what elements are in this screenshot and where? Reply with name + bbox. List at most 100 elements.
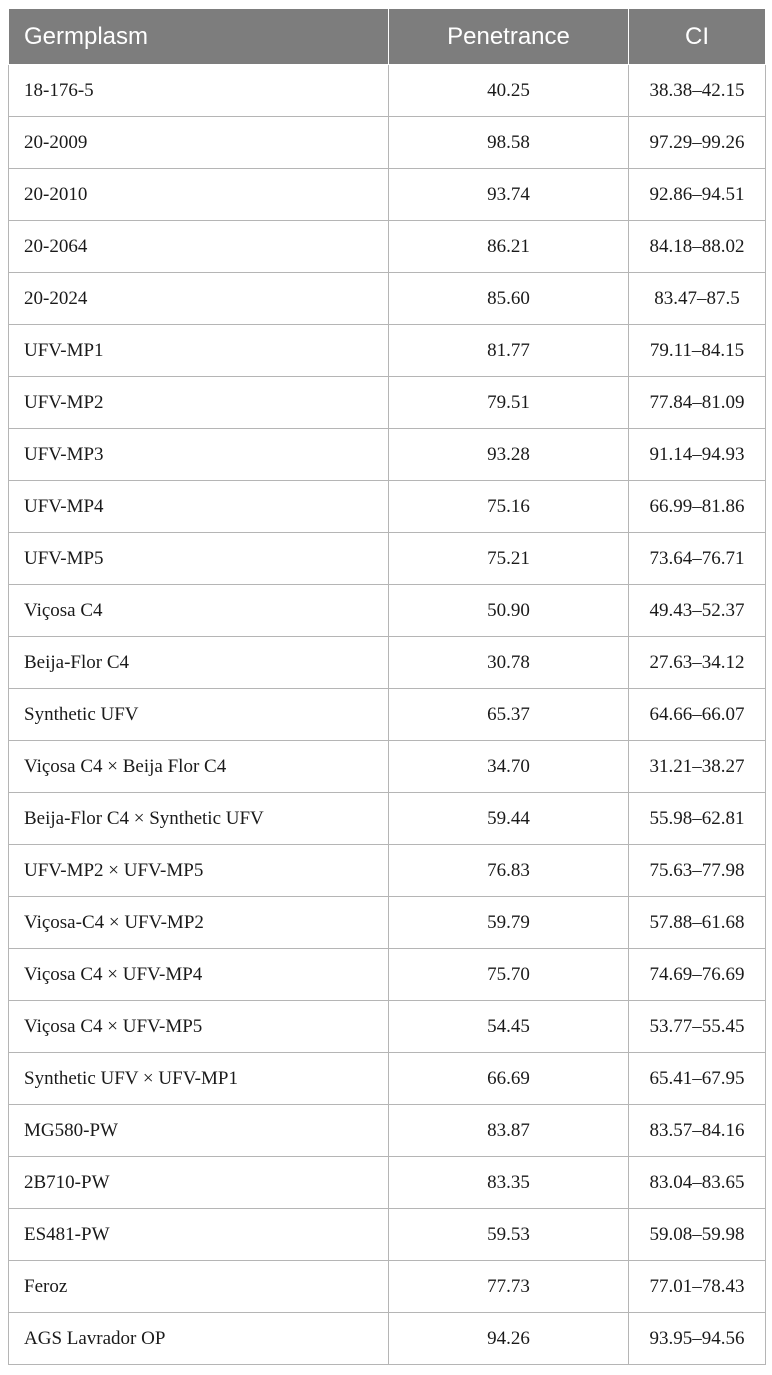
cell-ci: 57.88–61.68 xyxy=(628,896,766,949)
cell-penetrance: 54.45 xyxy=(388,1000,629,1053)
cell-ci: 83.57–84.16 xyxy=(628,1104,766,1157)
cell-penetrance: 30.78 xyxy=(388,636,629,689)
cell-germplasm: Viçosa C4 xyxy=(8,584,389,637)
table-row: UFV-MP4 75.16 66.99–81.86 xyxy=(8,480,766,533)
table-row: Viçosa C4 × Beija Flor C4 34.70 31.21–38.2… xyxy=(8,740,766,793)
data-table-container: Germplasm Penetrance CI 18-176-5 40.25 38.… xyxy=(8,8,766,1365)
cell-germplasm: Synthetic UFV xyxy=(8,688,389,741)
cell-germplasm: Beija-Flor C4 xyxy=(8,636,389,689)
table-row: 18-176-5 40.25 38.38–42.15 xyxy=(8,64,766,117)
table-row: UFV-MP1 81.77 79.11–84.15 xyxy=(8,324,766,377)
cell-ci: 77.01–78.43 xyxy=(628,1260,766,1313)
cell-penetrance: 66.69 xyxy=(388,1052,629,1105)
table-row: 20-2064 86.21 84.18–88.02 xyxy=(8,220,766,273)
table-row: Beija-Flor C4 × Synthetic UFV 59.44 55.98–… xyxy=(8,792,766,845)
cell-penetrance: 65.37 xyxy=(388,688,629,741)
cell-germplasm: UFV-MP4 xyxy=(8,480,389,533)
cell-germplasm: Synthetic UFV × UFV-MP1 xyxy=(8,1052,389,1105)
header-penetrance: Penetrance xyxy=(388,8,629,65)
cell-ci: 38.38–42.15 xyxy=(628,64,766,117)
cell-germplasm: Viçosa C4 × Beija Flor C4 xyxy=(8,740,389,793)
cell-ci: 97.29–99.26 xyxy=(628,116,766,169)
cell-ci: 75.63–77.98 xyxy=(628,844,766,897)
cell-germplasm: UFV-MP2 xyxy=(8,376,389,429)
cell-ci: 31.21–38.27 xyxy=(628,740,766,793)
cell-ci: 74.69–76.69 xyxy=(628,948,766,1001)
table-row: Viçosa-C4 × UFV-MP2 59.79 57.88–61.68 xyxy=(8,896,766,949)
table-row: Viçosa C4 × UFV-MP4 75.70 74.69–76.69 xyxy=(8,948,766,1001)
cell-penetrance: 34.70 xyxy=(388,740,629,793)
cell-penetrance: 85.60 xyxy=(388,272,629,325)
cell-germplasm: UFV-MP2 × UFV-MP5 xyxy=(8,844,389,897)
table-row: 20-2024 85.60 83.47–87.5 xyxy=(8,272,766,325)
cell-ci: 65.41–67.95 xyxy=(628,1052,766,1105)
cell-penetrance: 59.79 xyxy=(388,896,629,949)
table-row: UFV-MP2 × UFV-MP5 76.83 75.63–77.98 xyxy=(8,844,766,897)
cell-penetrance: 75.21 xyxy=(388,532,629,585)
cell-germplasm: AGS Lavrador OP xyxy=(8,1312,389,1365)
cell-penetrance: 50.90 xyxy=(388,584,629,637)
table-row: ES481-PW 59.53 59.08–59.98 xyxy=(8,1208,766,1261)
table-row: Synthetic UFV × UFV-MP1 66.69 65.41–67.95 xyxy=(8,1052,766,1105)
table-row: UFV-MP3 93.28 91.14–94.93 xyxy=(8,428,766,481)
cell-penetrance: 98.58 xyxy=(388,116,629,169)
cell-ci: 55.98–62.81 xyxy=(628,792,766,845)
cell-germplasm: 18-176-5 xyxy=(8,64,389,117)
table-row: 20-2009 98.58 97.29–99.26 xyxy=(8,116,766,169)
cell-ci: 91.14–94.93 xyxy=(628,428,766,481)
table-row: 2B710-PW 83.35 83.04–83.65 xyxy=(8,1156,766,1209)
cell-germplasm: Viçosa C4 × UFV-MP4 xyxy=(8,948,389,1001)
table-header: Germplasm Penetrance CI xyxy=(8,8,766,65)
cell-ci: 53.77–55.45 xyxy=(628,1000,766,1053)
table-row: 20-2010 93.74 92.86–94.51 xyxy=(8,168,766,221)
cell-germplasm: Viçosa C4 × UFV-MP5 xyxy=(8,1000,389,1053)
cell-penetrance: 75.70 xyxy=(388,948,629,1001)
table-row: Viçosa C4 × UFV-MP5 54.45 53.77–55.45 xyxy=(8,1000,766,1053)
cell-germplasm: UFV-MP1 xyxy=(8,324,389,377)
cell-germplasm: Beija-Flor C4 × Synthetic UFV xyxy=(8,792,389,845)
cell-germplasm: MG580-PW xyxy=(8,1104,389,1157)
cell-ci: 77.84–81.09 xyxy=(628,376,766,429)
cell-penetrance: 76.83 xyxy=(388,844,629,897)
penetrance-table: Germplasm Penetrance CI 18-176-5 40.25 38.… xyxy=(8,8,766,1365)
cell-germplasm: UFV-MP3 xyxy=(8,428,389,481)
cell-penetrance: 93.28 xyxy=(388,428,629,481)
cell-ci: 92.86–94.51 xyxy=(628,168,766,221)
cell-germplasm: 2B710-PW xyxy=(8,1156,389,1209)
cell-ci: 83.04–83.65 xyxy=(628,1156,766,1209)
cell-penetrance: 40.25 xyxy=(388,64,629,117)
header-ci: CI xyxy=(628,8,766,65)
table-row: Synthetic UFV 65.37 64.66–66.07 xyxy=(8,688,766,741)
table-row: MG580-PW 83.87 83.57–84.16 xyxy=(8,1104,766,1157)
cell-ci: 49.43–52.37 xyxy=(628,584,766,637)
table-row: UFV-MP5 75.21 73.64–76.71 xyxy=(8,532,766,585)
cell-ci: 73.64–76.71 xyxy=(628,532,766,585)
cell-penetrance: 83.87 xyxy=(388,1104,629,1157)
header-germplasm: Germplasm xyxy=(8,8,389,65)
header-row: Germplasm Penetrance CI xyxy=(8,8,766,65)
table-row: Viçosa C4 50.90 49.43–52.37 xyxy=(8,584,766,637)
table-body: 18-176-5 40.25 38.38–42.15 20-2009 98.58 97.2… xyxy=(8,64,766,1365)
cell-penetrance: 59.44 xyxy=(388,792,629,845)
cell-germplasm: 20-2064 xyxy=(8,220,389,273)
cell-ci: 79.11–84.15 xyxy=(628,324,766,377)
cell-penetrance: 86.21 xyxy=(388,220,629,273)
cell-penetrance: 83.35 xyxy=(388,1156,629,1209)
table-row: Feroz 77.73 77.01–78.43 xyxy=(8,1260,766,1313)
table-row: UFV-MP2 79.51 77.84–81.09 xyxy=(8,376,766,429)
cell-penetrance: 77.73 xyxy=(388,1260,629,1313)
table-row: AGS Lavrador OP 94.26 93.95–94.56 xyxy=(8,1312,766,1365)
cell-penetrance: 93.74 xyxy=(388,168,629,221)
cell-ci: 93.95–94.56 xyxy=(628,1312,766,1365)
cell-ci: 66.99–81.86 xyxy=(628,480,766,533)
cell-penetrance: 81.77 xyxy=(388,324,629,377)
cell-penetrance: 75.16 xyxy=(388,480,629,533)
cell-germplasm: 20-2010 xyxy=(8,168,389,221)
cell-germplasm: ES481-PW xyxy=(8,1208,389,1261)
cell-germplasm: Viçosa-C4 × UFV-MP2 xyxy=(8,896,389,949)
cell-ci: 59.08–59.98 xyxy=(628,1208,766,1261)
cell-ci: 84.18–88.02 xyxy=(628,220,766,273)
cell-penetrance: 94.26 xyxy=(388,1312,629,1365)
cell-penetrance: 59.53 xyxy=(388,1208,629,1261)
cell-germplasm: 20-2009 xyxy=(8,116,389,169)
